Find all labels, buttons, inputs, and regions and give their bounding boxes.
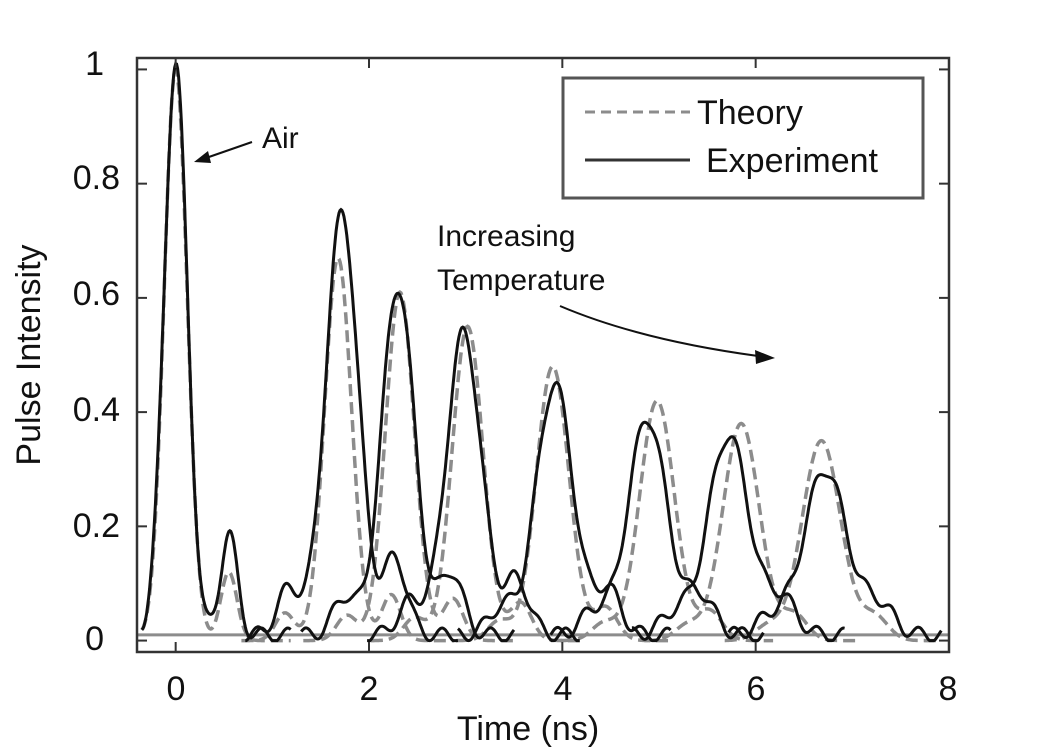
y-tick-label: 0.2 xyxy=(73,507,120,545)
experiment-pulse-2 xyxy=(300,291,516,643)
annotation-air: Air xyxy=(262,122,299,155)
y-tick-label: 0.8 xyxy=(73,159,120,197)
theory-pulse-0 xyxy=(140,65,291,643)
theory-pulse-7 xyxy=(724,438,938,643)
theory-pulse-1 xyxy=(241,255,455,643)
annotation-temperature-arrowhead xyxy=(755,350,775,364)
theory-pulse-6 xyxy=(644,421,858,643)
experiment-pulse-5 xyxy=(549,420,765,643)
y-axis-title: Pulse Intensity xyxy=(10,244,48,465)
experiment-pulse-7 xyxy=(727,473,943,643)
annotation-temperature: Temperature xyxy=(437,264,605,297)
axis-ticks xyxy=(137,58,950,652)
annotation-temperature-arrow xyxy=(559,305,759,357)
annotation-air-arrow xyxy=(205,141,253,159)
theory-pulse-5 xyxy=(560,398,774,643)
plot-frame xyxy=(135,56,951,654)
x-tick-label: 0 xyxy=(167,670,186,708)
theory-pulse-3 xyxy=(370,324,584,643)
plot-curves xyxy=(137,61,949,643)
experiment-pulse-1 xyxy=(245,207,459,643)
x-tick-label: 8 xyxy=(939,670,958,708)
y-tick-label: 1 xyxy=(85,45,104,83)
y-tick-label: 0.4 xyxy=(73,391,120,429)
theory-pulse-4 xyxy=(456,364,669,643)
y-tick-label: 0 xyxy=(85,620,104,658)
legend-theory-label: Theory xyxy=(697,94,803,132)
x-tick-label: 6 xyxy=(747,670,766,708)
x-axis-title: Time (ns) xyxy=(457,710,599,748)
experiment-pulse-3 xyxy=(367,325,580,643)
x-tick-label: 4 xyxy=(554,670,573,708)
experiment-pulse-6 xyxy=(631,435,845,643)
legend: Theory Experiment xyxy=(561,76,925,200)
annotation-air-arrowhead xyxy=(194,151,211,163)
annotation-increasing: Increasing xyxy=(437,220,575,253)
legend-box xyxy=(561,76,925,200)
x-tick-label: 2 xyxy=(360,670,379,708)
y-tick-label: 0.6 xyxy=(73,275,120,313)
legend-experiment-label: Experiment xyxy=(706,142,879,180)
